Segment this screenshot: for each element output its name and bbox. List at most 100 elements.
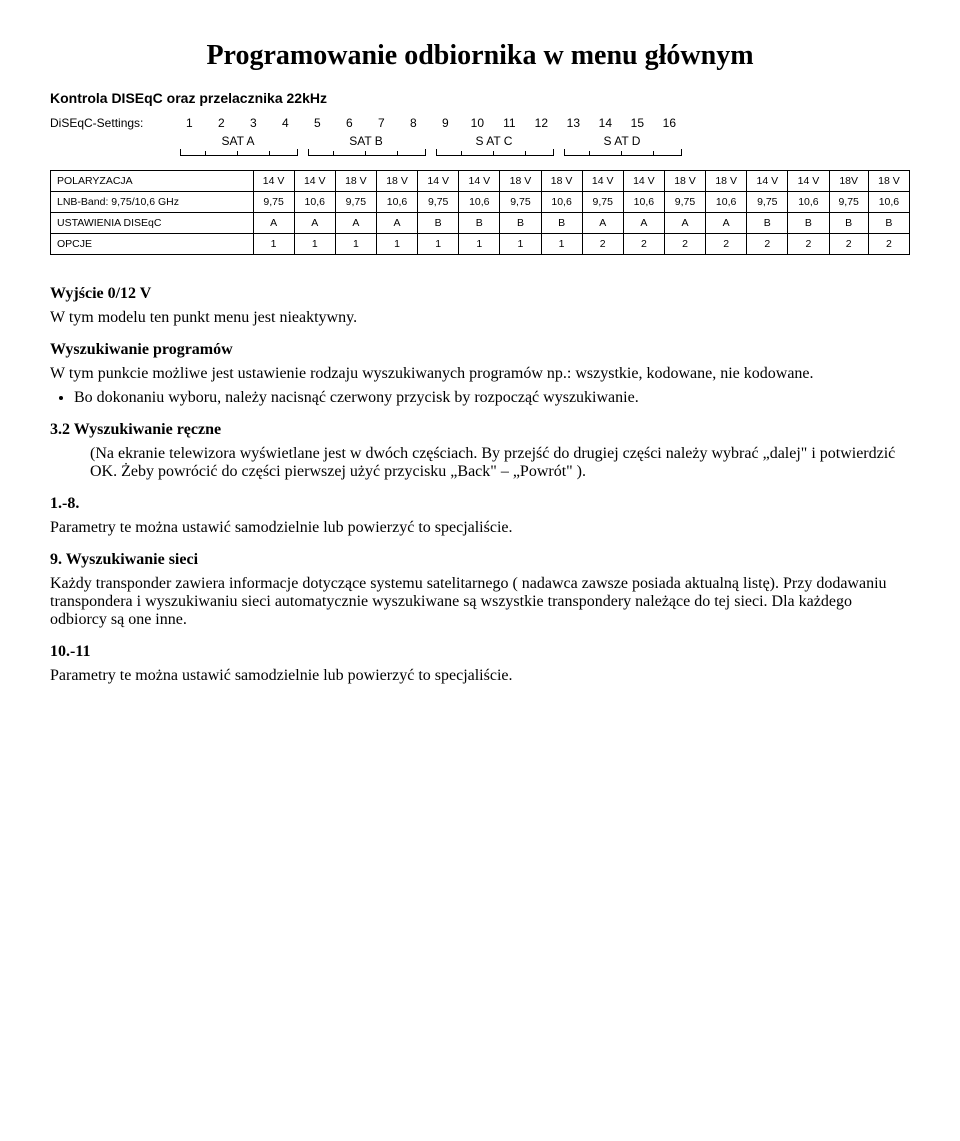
table-cell: 10,6 <box>868 192 909 213</box>
table-cell: A <box>376 213 417 234</box>
subtitle: Kontrola DISEqC oraz przelacznika 22kHz <box>50 90 910 106</box>
section-10-11-text: Parametry te można ustawić samodzielnie … <box>50 667 910 685</box>
table-row-head: LNB-Band: 9,75/10,6 GHz <box>51 192 254 213</box>
diseqc-col-num: 9 <box>429 116 461 130</box>
table-cell: B <box>500 213 541 234</box>
diseqc-col-num: 3 <box>237 116 269 130</box>
table-cell: 9,75 <box>582 192 623 213</box>
table-cell: 2 <box>664 234 705 255</box>
diseqc-col-num: 12 <box>525 116 557 130</box>
table-row: POLARYZACJA14 V14 V18 V18 V14 V14 V18 V1… <box>51 171 910 192</box>
table-cell: B <box>459 213 500 234</box>
table-cell: 2 <box>706 234 747 255</box>
section-1-8-text: Parametry te można ustawić samodzielnie … <box>50 519 910 537</box>
diseqc-col-num: 16 <box>653 116 685 130</box>
table-cell: A <box>664 213 705 234</box>
sat-group-label: SAT B <box>302 134 430 148</box>
table-cell: A <box>623 213 664 234</box>
diseqc-col-num: 6 <box>333 116 365 130</box>
diseqc-col-num: 15 <box>621 116 653 130</box>
section-wyszukiwanie-reczne-title: 3.2 Wyszukiwanie ręczne <box>50 421 910 439</box>
diseqc-label: DiSEqC-Settings: <box>50 116 170 130</box>
table-cell: 10,6 <box>788 192 829 213</box>
table-cell: 18 V <box>868 171 909 192</box>
table-cell: A <box>706 213 747 234</box>
table-cell: 1 <box>500 234 541 255</box>
section-1-8-title: 1.-8. <box>50 495 910 513</box>
section-wyszukiwanie-programow-text: W tym punkcie możliwe jest ustawienie ro… <box>50 365 910 383</box>
table-cell: 18 V <box>664 171 705 192</box>
settings-table: POLARYZACJA14 V14 V18 V18 V14 V14 V18 V1… <box>50 170 910 255</box>
sat-group-label: SAT A <box>174 134 302 148</box>
table-cell: 2 <box>623 234 664 255</box>
table-cell: 1 <box>376 234 417 255</box>
table-cell: 1 <box>418 234 459 255</box>
diseqc-col-num: 10 <box>461 116 493 130</box>
table-cell: 2 <box>747 234 788 255</box>
sat-group-label: S AT C <box>430 134 558 148</box>
diseqc-col-num: 5 <box>301 116 333 130</box>
table-row: LNB-Band: 9,75/10,6 GHz9,7510,69,7510,69… <box>51 192 910 213</box>
diseqc-col-num: 14 <box>589 116 621 130</box>
page-title: Programowanie odbiornika w menu głównym <box>50 40 910 72</box>
table-cell: B <box>788 213 829 234</box>
table-cell: 2 <box>868 234 909 255</box>
sat-groups-row: SAT ASAT BS AT CS AT D <box>174 134 910 152</box>
section-wyszukiwanie-programow-title: Wyszukiwanie programów <box>50 341 910 359</box>
table-cell: 14 V <box>623 171 664 192</box>
section-wyszukiwanie-reczne-text: (Na ekranie telewizora wyświetlane jest … <box>90 445 910 481</box>
table-cell: 9,75 <box>253 192 294 213</box>
table-cell: 14 V <box>582 171 623 192</box>
table-row-head: POLARYZACJA <box>51 171 254 192</box>
table-cell: 2 <box>829 234 868 255</box>
table-cell: 2 <box>582 234 623 255</box>
diseqc-col-num: 13 <box>557 116 589 130</box>
table-cell: B <box>541 213 582 234</box>
table-cell: 14 V <box>747 171 788 192</box>
table-row-head: OPCJE <box>51 234 254 255</box>
table-row-head: USTAWIENIA DISEqC <box>51 213 254 234</box>
table-cell: 1 <box>294 234 335 255</box>
table-cell: A <box>294 213 335 234</box>
section-wyszukiwanie-sieci-text: Każdy transponder zawiera informacje dot… <box>50 575 910 629</box>
table-cell: 18 V <box>376 171 417 192</box>
table-cell: 1 <box>253 234 294 255</box>
table-cell: 9,75 <box>664 192 705 213</box>
table-cell: 9,75 <box>335 192 376 213</box>
table-cell: 10,6 <box>623 192 664 213</box>
table-cell: 14 V <box>459 171 500 192</box>
table-cell: 2 <box>788 234 829 255</box>
diseqc-col-num: 2 <box>205 116 237 130</box>
table-cell: B <box>868 213 909 234</box>
table-cell: 10,6 <box>706 192 747 213</box>
table-cell: 18V <box>829 171 868 192</box>
diseqc-col-num: 1 <box>173 116 205 130</box>
diseqc-col-num: 11 <box>493 116 525 130</box>
table-cell: 9,75 <box>500 192 541 213</box>
table-cell: 18 V <box>706 171 747 192</box>
table-cell: 9,75 <box>418 192 459 213</box>
table-cell: 14 V <box>253 171 294 192</box>
diseqc-col-num: 4 <box>269 116 301 130</box>
table-cell: 18 V <box>541 171 582 192</box>
table-cell: 10,6 <box>294 192 335 213</box>
table-cell: 18 V <box>335 171 376 192</box>
table-cell: 18 V <box>500 171 541 192</box>
table-cell: 1 <box>459 234 500 255</box>
table-cell: 9,75 <box>829 192 868 213</box>
table-cell: B <box>418 213 459 234</box>
table-cell: 10,6 <box>541 192 582 213</box>
section-wyszukiwanie-sieci-title: 9. Wyszukiwanie sieci <box>50 551 910 569</box>
sat-group-label: S AT D <box>558 134 686 148</box>
section-wyszukiwanie-programow-bullet: Bo dokonaniu wyboru, należy nacisnąć cze… <box>74 389 910 407</box>
section-10-11-title: 10.-11 <box>50 643 910 661</box>
table-cell: 14 V <box>788 171 829 192</box>
table-cell: A <box>582 213 623 234</box>
table-cell: 14 V <box>418 171 459 192</box>
table-cell: 1 <box>541 234 582 255</box>
table-cell: 1 <box>335 234 376 255</box>
table-cell: A <box>335 213 376 234</box>
diseqc-settings-row: DiSEqC-Settings: 12345678910111213141516 <box>50 116 910 130</box>
table-cell: 10,6 <box>459 192 500 213</box>
diseqc-col-num: 7 <box>365 116 397 130</box>
